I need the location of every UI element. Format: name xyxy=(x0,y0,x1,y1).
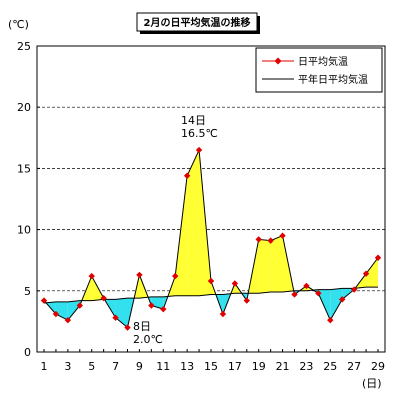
data-point-day-22 xyxy=(291,291,298,298)
series-line-normal xyxy=(43,286,378,304)
data-markers xyxy=(40,146,382,331)
data-point-day-26 xyxy=(339,296,346,303)
fill-above-normal xyxy=(175,175,188,296)
x-tick-label-3: 3 xyxy=(64,360,71,373)
fill-above-normal xyxy=(258,239,271,294)
y-tick-label-20: 20 xyxy=(17,101,31,114)
y-unit-label: (℃) xyxy=(8,18,29,31)
y-tick-label-0: 0 xyxy=(24,346,31,359)
data-point-day-14 xyxy=(195,146,203,154)
x-tick-label-27: 27 xyxy=(347,360,361,373)
data-point-day-7 xyxy=(112,314,119,321)
x-tick-label-15: 15 xyxy=(204,360,218,373)
x-tick-label-23: 23 xyxy=(299,360,313,373)
data-point-day-17 xyxy=(231,280,239,287)
annotation-max: 14日 16.5℃ xyxy=(181,114,218,140)
data-point-day-28 xyxy=(362,270,370,277)
data-point-day-1 xyxy=(40,297,48,304)
data-point-day-8 xyxy=(124,324,131,331)
data-point-day-18 xyxy=(243,297,250,304)
data-point-day-16 xyxy=(219,310,227,318)
data-point-day-29 xyxy=(374,254,382,261)
area-fills xyxy=(44,150,378,328)
chart-title: 2月の日平均気温の推移 xyxy=(136,12,260,34)
legend-box xyxy=(255,47,383,93)
x-tick-label-19: 19 xyxy=(252,360,266,373)
x-tick-label-5: 5 xyxy=(88,360,95,373)
data-point-day-5 xyxy=(88,272,95,280)
y-tick-label-5: 5 xyxy=(24,285,31,298)
data-point-day-3 xyxy=(64,316,72,324)
data-point-day-4 xyxy=(76,302,83,309)
fill-above-normal xyxy=(187,150,200,296)
data-point-day-10 xyxy=(148,302,155,309)
x-tick-label-17: 17 xyxy=(228,360,242,373)
y-tick-label-25: 25 xyxy=(17,40,31,53)
x-tick-label-7: 7 xyxy=(112,360,119,373)
data-point-day-19 xyxy=(255,236,262,243)
fill-above-normal xyxy=(366,257,378,288)
fill-below-normal xyxy=(330,288,343,321)
data-point-day-9 xyxy=(136,271,143,279)
x-unit-label: (日) xyxy=(362,377,382,390)
data-point-day-13 xyxy=(183,172,191,179)
x-tick-label-1: 1 xyxy=(41,360,48,373)
annotation-min-day: 8日 xyxy=(133,320,151,333)
data-point-day-2 xyxy=(52,310,60,318)
data-point-day-12 xyxy=(172,272,179,280)
data-point-day-11 xyxy=(160,305,167,313)
x-tick-label-9: 9 xyxy=(136,360,143,373)
x-tick-label-21: 21 xyxy=(276,360,290,373)
fill-above-normal xyxy=(270,235,283,293)
data-point-day-23 xyxy=(303,282,310,290)
legend: 日平均気温 平年日平均気温 xyxy=(255,47,383,93)
legend-marker-actual xyxy=(274,57,282,65)
annotation-max-value: 16.5℃ xyxy=(181,127,218,140)
x-tick-label-11: 11 xyxy=(156,360,170,373)
x-tick-label-13: 13 xyxy=(180,360,194,373)
annotation-min: 8日 2.0℃ xyxy=(133,320,163,346)
x-tick-label-25: 25 xyxy=(323,360,337,373)
annotation-min-value: 2.0℃ xyxy=(133,333,163,346)
data-point-day-15 xyxy=(207,277,215,285)
axes xyxy=(36,45,386,353)
chart-title-text: 2月の日平均気温の推移 xyxy=(144,16,251,29)
legend-label-actual: 日平均気温 xyxy=(298,55,348,68)
data-point-day-27 xyxy=(350,286,358,293)
data-point-day-25 xyxy=(327,316,334,324)
y-tick-label-10: 10 xyxy=(17,224,31,237)
data-point-day-6 xyxy=(100,294,107,302)
data-point-day-24 xyxy=(315,290,322,297)
x-tick-label-29: 29 xyxy=(371,360,385,373)
y-tick-label-15: 15 xyxy=(17,162,31,175)
data-point-day-20 xyxy=(267,237,274,244)
legend-label-normal: 平年日平均気温 xyxy=(298,73,368,86)
annotation-max-day: 14日 xyxy=(181,114,206,127)
chart-title-box xyxy=(136,12,258,32)
data-point-day-21 xyxy=(279,232,286,239)
